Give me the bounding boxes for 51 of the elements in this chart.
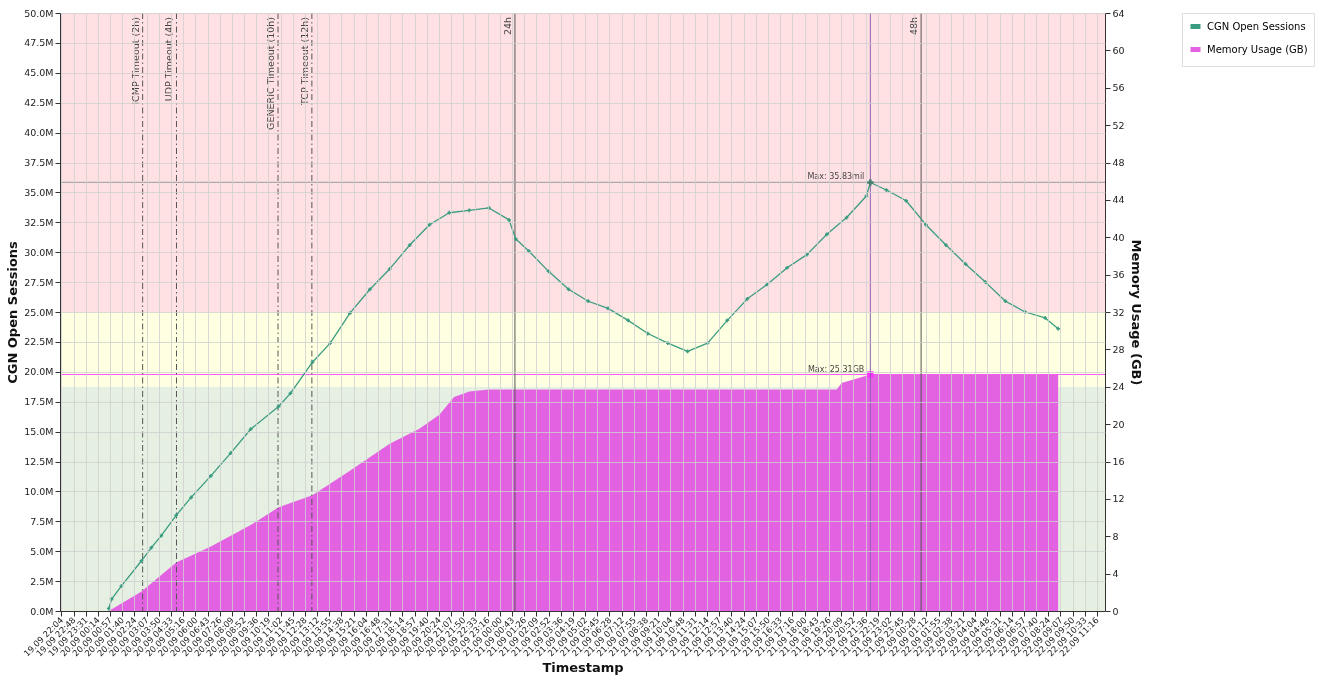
- y-tick-label: 20.0M: [24, 366, 54, 378]
- y-tick-label: 22.5M: [24, 336, 54, 348]
- y2-tick-label: 44: [1112, 194, 1125, 206]
- ref-line-label: 24h: [501, 17, 513, 36]
- legend-label: CGN Open Sessions: [1207, 20, 1306, 32]
- ref-line-label: TCP Timeout (12h): [298, 17, 310, 106]
- y-tick-label: 50.0M: [24, 7, 54, 19]
- y-tick-label: 40.0M: [24, 127, 54, 139]
- y2-tick-label: 8: [1112, 530, 1119, 542]
- y-tick-label: 15.0M: [24, 426, 54, 438]
- ref-line-label: Max: 35.83mil: [807, 172, 865, 182]
- y-tick-label: 32.5M: [24, 216, 54, 228]
- y2-tick-label: 20: [1112, 418, 1125, 430]
- y-axis-title: CGN Open Sessions: [5, 240, 21, 384]
- y-tick-label: 0.0M: [30, 605, 54, 617]
- y-tick-label: 35.0M: [24, 186, 54, 198]
- legend-label: Memory Usage (GB): [1207, 43, 1308, 55]
- y2-tick-label: 0: [1112, 605, 1119, 617]
- ref-line-label: ICMP Timeout (2h): [129, 17, 141, 105]
- y2-tick-label: 12: [1112, 493, 1125, 505]
- y2-tick-label: 36: [1112, 269, 1125, 281]
- ref-line-label: GENERIC Timeout (10h): [265, 17, 277, 130]
- y-tick-label: 47.5M: [24, 37, 54, 49]
- x-axis-title: Timestamp: [542, 660, 624, 676]
- y-tick-label: 17.5M: [24, 396, 54, 408]
- ref-line-label: 48h: [908, 17, 920, 36]
- y2-tick-label: 24: [1112, 381, 1125, 393]
- y-tick-label: 37.5M: [24, 157, 54, 168]
- y2-tick-label: 4: [1112, 568, 1119, 580]
- y2-tick-label: 60: [1112, 44, 1125, 56]
- y-tick-label: 45.0M: [24, 67, 54, 79]
- y2-tick-label: 28: [1112, 343, 1125, 355]
- y-tick-label: 10.0M: [24, 485, 54, 497]
- y2-tick-label: 32: [1112, 306, 1125, 318]
- y2-tick-label: 16: [1112, 456, 1125, 467]
- y-tick-label: 12.5M: [24, 456, 54, 467]
- y-tick-label: 42.5M: [24, 97, 54, 109]
- ref-line-label: UDP Timeout (4h): [163, 17, 175, 102]
- y-tick-label: 27.5M: [24, 276, 54, 288]
- y2-tick-label: 40: [1112, 231, 1125, 243]
- ref-line-label: Max: 25.31GB: [807, 364, 865, 374]
- y2-tick-label: 48: [1112, 157, 1125, 168]
- y2-tick-label: 64: [1112, 7, 1125, 19]
- y-tick-label: 7.5M: [30, 515, 54, 527]
- y2-tick-label: 52: [1112, 119, 1125, 131]
- y2-tick-label: 56: [1112, 82, 1125, 94]
- y-tick-label: 5.0M: [30, 545, 54, 557]
- y-tick-label: 30.0M: [24, 246, 54, 258]
- y2-axis-title: Memory Usage (GB): [1128, 239, 1144, 386]
- y-tick-label: 2.5M: [30, 575, 54, 587]
- y-tick-label: 25.0M: [24, 306, 54, 318]
